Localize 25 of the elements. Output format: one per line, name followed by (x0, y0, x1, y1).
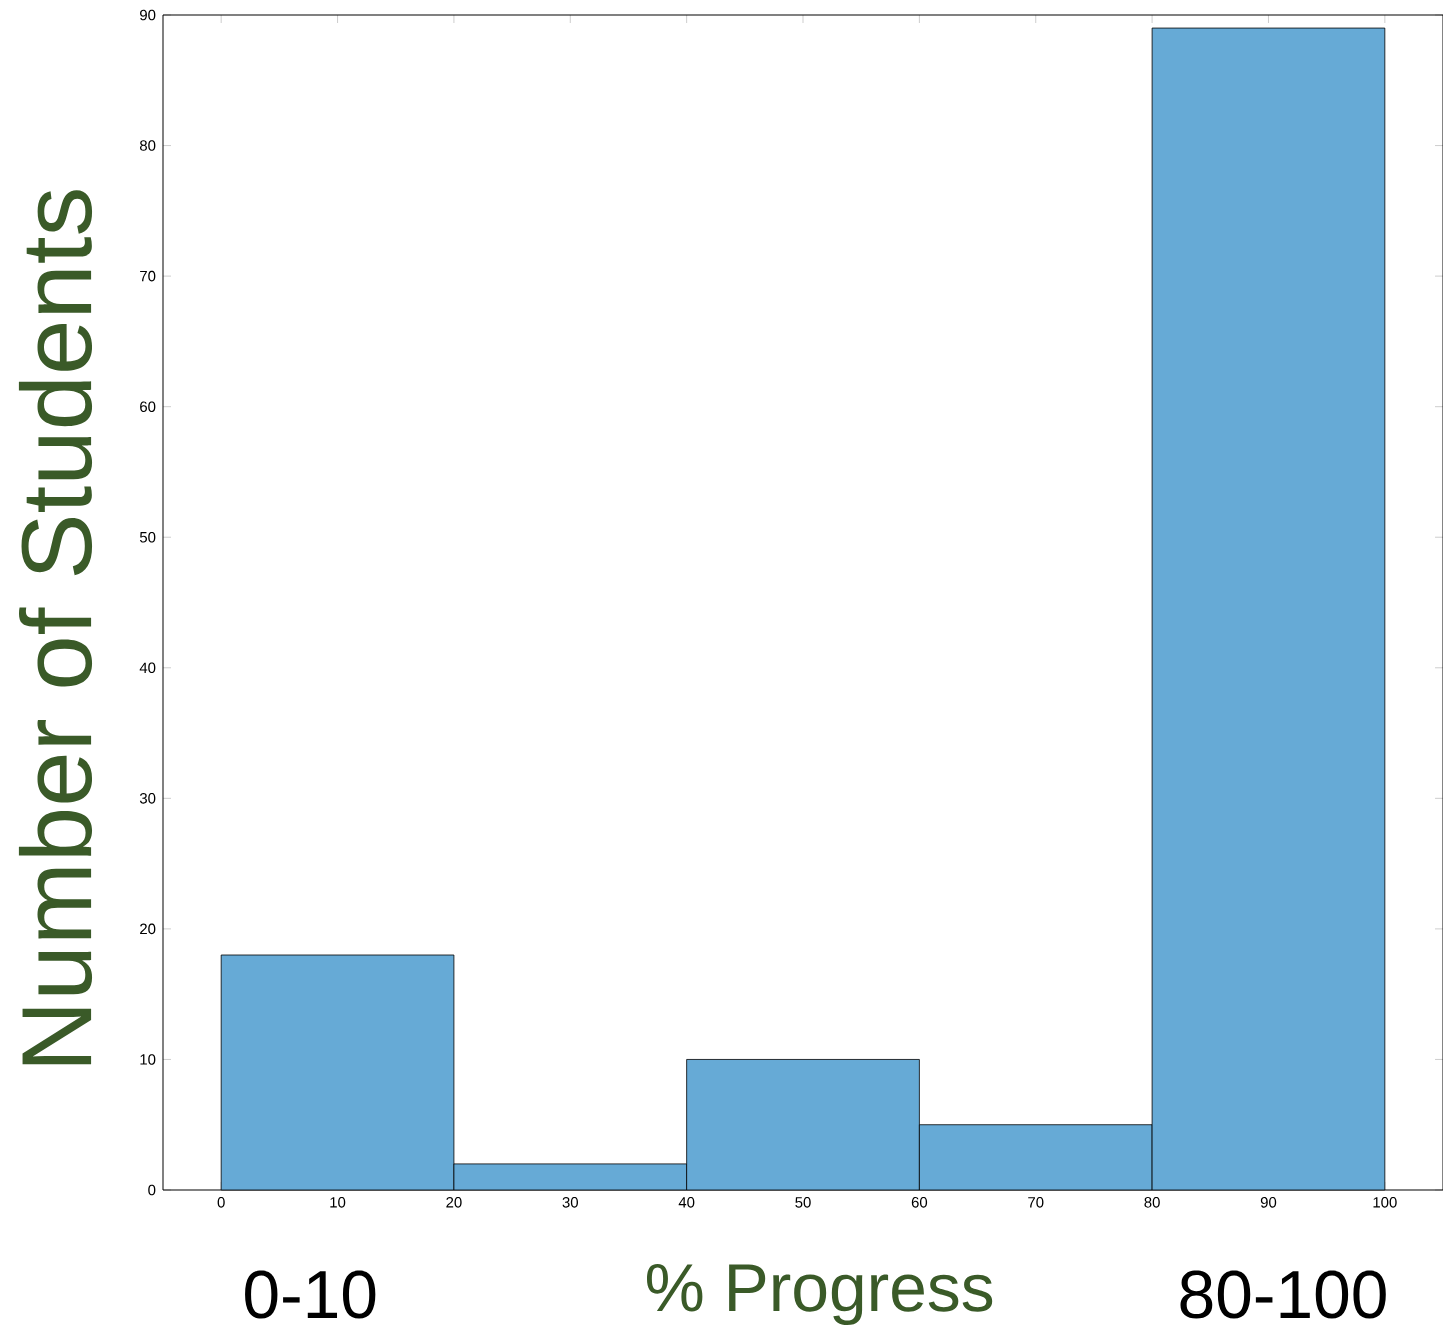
x-tick-label: 50 (795, 1197, 811, 1208)
x-tick-label: 10 (330, 1197, 346, 1208)
y-tick-label: 10 (140, 1054, 156, 1065)
y-tick-label: 40 (139, 662, 156, 674)
x-tick-label: 60 (911, 1197, 928, 1208)
text: 80-100 (1180, 1270, 1386, 1319)
y-tick-label: 0 (148, 1184, 156, 1196)
x-tick-label: 80 (1144, 1197, 1160, 1208)
x-tick-label: 30 (562, 1197, 578, 1208)
x-axis-title: % Progress (646, 1264, 993, 1326)
text: 0-10 (245, 1270, 376, 1319)
x-tick-label: 90 (1260, 1197, 1277, 1208)
x-tick-label: 70 (1028, 1197, 1044, 1208)
x-tick-label: 0 (217, 1197, 225, 1208)
y-axis-title: Number of Students (18, 190, 93, 1065)
y-tick-label: 60 (140, 401, 156, 412)
x-tick-label: 100 (1373, 1197, 1397, 1208)
y-tick-label: 70 (140, 270, 156, 282)
x-tick-label: 20 (446, 1197, 462, 1208)
y-tick-label: 80 (139, 140, 156, 151)
y-tick-label: 90 (140, 9, 156, 21)
x-tick-label: 40 (678, 1197, 695, 1208)
y-tick-label: 30 (139, 793, 156, 804)
y-tick-label: 50 (139, 531, 156, 543)
y-tick-label: 20 (140, 923, 156, 935)
